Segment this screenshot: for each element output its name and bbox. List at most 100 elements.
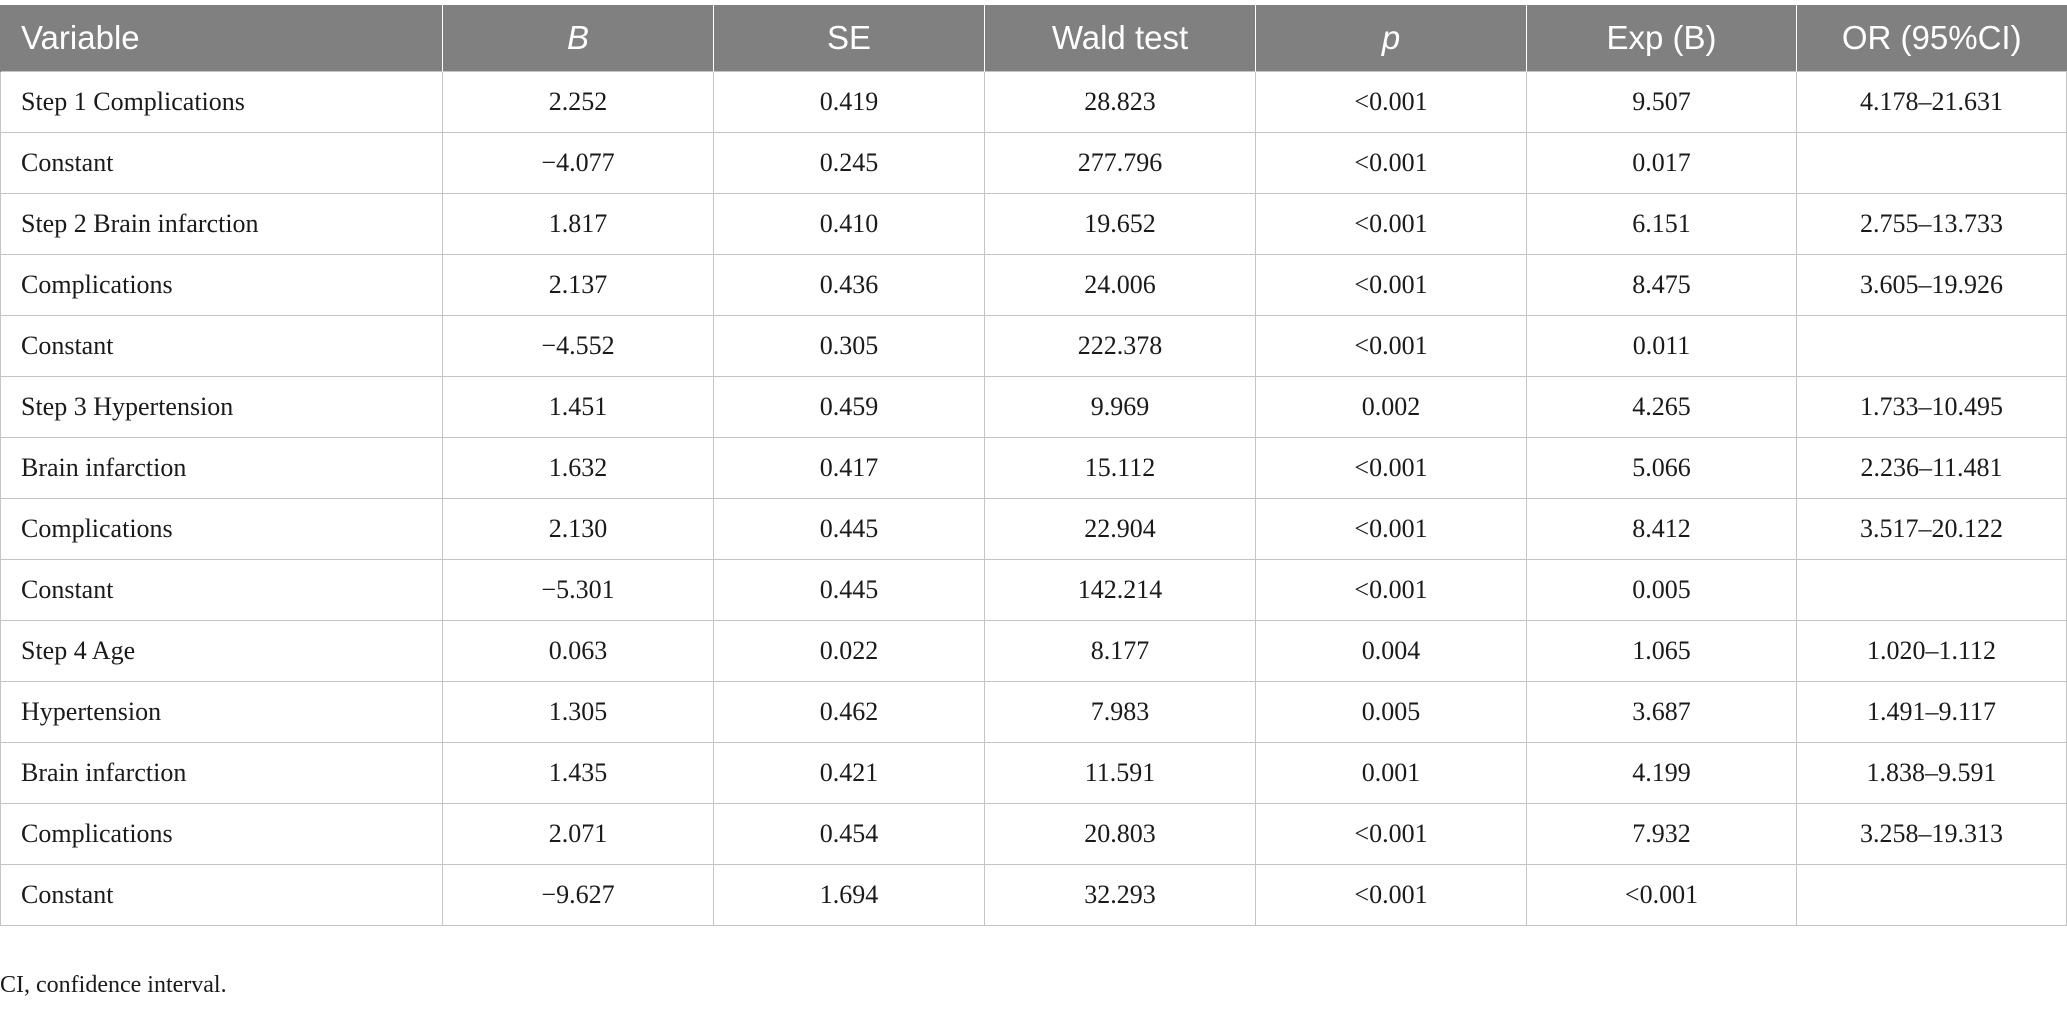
table-row: Constant −5.301 0.445 142.214 <0.001 0.005 [0,559,2067,621]
variable-cell: Step 4 Age [0,620,443,682]
b-cell: 2.130 [442,498,714,560]
exp-b-cell: 8.412 [1526,498,1797,560]
wald-cell: 222.378 [984,315,1256,377]
b-cell: 1.817 [442,193,714,255]
variable-cell: Constant [0,315,443,377]
exp-b-cell: 0.005 [1526,559,1797,621]
table-row: Brain infarction 1.435 0.421 11.591 0.001 4.1… [0,742,2067,804]
exp-b-cell: 4.265 [1526,376,1797,438]
regression-table: Variable B SE Wald test p Exp (B) OR (95… [0,5,2067,926]
exp-b-cell: 4.199 [1526,742,1797,804]
variable-cell: Step 1 Complications [0,71,443,133]
table-row: Complications 2.137 0.436 24.006 <0.001 8.475… [0,254,2067,316]
or-ci-cell: 2.236–11.481 [1796,437,2067,499]
variable-cell: Brain infarction [0,437,443,499]
or-ci-cell [1796,864,2067,926]
b-cell: −9.627 [442,864,714,926]
header-variable: Variable [0,5,443,72]
header-p: p [1255,5,1527,72]
variable-cell: Hypertension [0,681,443,743]
se-cell: 0.459 [713,376,985,438]
se-cell: 0.454 [713,803,985,865]
variable-cell: Brain infarction [0,742,443,804]
b-cell: 1.632 [442,437,714,499]
table-body: Step 1 Complications 2.252 0.419 28.823 <0.0… [0,71,2067,926]
se-cell: 0.462 [713,681,985,743]
se-cell: 0.419 [713,71,985,133]
wald-cell: 15.112 [984,437,1256,499]
p-cell: <0.001 [1255,437,1527,499]
se-cell: 0.022 [713,620,985,682]
p-cell: <0.001 [1255,254,1527,316]
exp-b-cell: <0.001 [1526,864,1797,926]
exp-b-cell: 0.011 [1526,315,1797,377]
wald-cell: 8.177 [984,620,1256,682]
wald-cell: 142.214 [984,559,1256,621]
table-row: Constant −9.627 1.694 32.293 <0.001 <0.001 [0,864,2067,926]
se-cell: 0.245 [713,132,985,194]
b-cell: 2.071 [442,803,714,865]
p-cell: 0.004 [1255,620,1527,682]
variable-cell: Complications [0,254,443,316]
variable-cell: Constant [0,864,443,926]
or-ci-cell: 4.178–21.631 [1796,71,2067,133]
wald-cell: 277.796 [984,132,1256,194]
se-cell: 0.445 [713,559,985,621]
or-ci-cell: 1.491–9.117 [1796,681,2067,743]
table-row: Step 4 Age 0.063 0.022 8.177 0.004 1.065 1.020… [0,620,2067,682]
p-cell: 0.005 [1255,681,1527,743]
variable-cell: Complications [0,498,443,560]
exp-b-cell: 5.066 [1526,437,1797,499]
se-cell: 0.305 [713,315,985,377]
variable-cell: Constant [0,559,443,621]
p-cell: <0.001 [1255,498,1527,560]
b-cell: 1.305 [442,681,714,743]
wald-cell: 24.006 [984,254,1256,316]
variable-cell: Constant [0,132,443,194]
b-cell: −4.552 [442,315,714,377]
b-cell: −4.077 [442,132,714,194]
table-row: Step 3 Hypertension 1.451 0.459 9.969 0.002 4… [0,376,2067,438]
regression-table-container: Variable B SE Wald test p Exp (B) OR (95… [0,5,2067,926]
variable-cell: Step 2 Brain infarction [0,193,443,255]
table-row: Step 1 Complications 2.252 0.419 28.823 <0.0… [0,71,2067,133]
p-cell: <0.001 [1255,132,1527,194]
table-footnote: CI, confidence interval. [0,972,227,998]
or-ci-cell [1796,559,2067,621]
variable-cell: Complications [0,803,443,865]
wald-cell: 22.904 [984,498,1256,560]
or-ci-cell: 1.838–9.591 [1796,742,2067,804]
or-ci-cell [1796,315,2067,377]
or-ci-cell [1796,132,2067,194]
header-exp-b: Exp (B) [1526,5,1797,72]
wald-cell: 19.652 [984,193,1256,255]
table-row: Complications 2.071 0.454 20.803 <0.001 7.932… [0,803,2067,865]
se-cell: 0.421 [713,742,985,804]
or-ci-cell: 3.258–19.313 [1796,803,2067,865]
variable-cell: Step 3 Hypertension [0,376,443,438]
p-cell: 0.002 [1255,376,1527,438]
p-cell: <0.001 [1255,864,1527,926]
or-ci-cell: 2.755–13.733 [1796,193,2067,255]
table-row: Constant −4.552 0.305 222.378 <0.001 0.011 [0,315,2067,377]
wald-cell: 32.293 [984,864,1256,926]
p-cell: <0.001 [1255,71,1527,133]
exp-b-cell: 6.151 [1526,193,1797,255]
table-row: Constant −4.077 0.245 277.796 <0.001 0.017 [0,132,2067,194]
or-ci-cell: 3.605–19.926 [1796,254,2067,316]
p-cell: 0.001 [1255,742,1527,804]
or-ci-cell: 3.517–20.122 [1796,498,2067,560]
p-cell: <0.001 [1255,803,1527,865]
table-header: Variable B SE Wald test p Exp (B) OR (95… [0,5,2067,72]
wald-cell: 7.983 [984,681,1256,743]
exp-b-cell: 9.507 [1526,71,1797,133]
header-b: B [442,5,714,72]
p-cell: <0.001 [1255,559,1527,621]
header-wald-test: Wald test [984,5,1256,72]
se-cell: 0.410 [713,193,985,255]
header-or-ci: OR (95%CI) [1796,5,2067,72]
exp-b-cell: 8.475 [1526,254,1797,316]
b-cell: 1.435 [442,742,714,804]
header-se: SE [713,5,985,72]
wald-cell: 9.969 [984,376,1256,438]
